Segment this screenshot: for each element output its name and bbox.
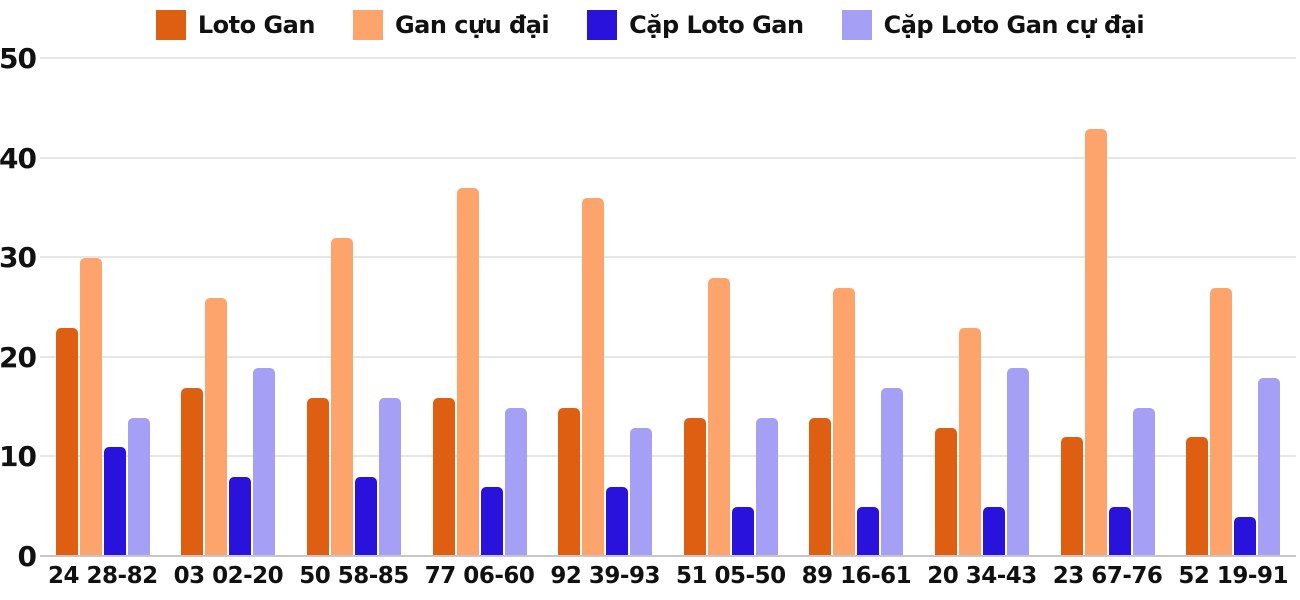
- bar-gan-cuu-dai-9[interactable]: [1210, 288, 1233, 557]
- y-tick-30: 30: [0, 241, 37, 275]
- bar-gan-cuu-dai-5[interactable]: [707, 278, 730, 557]
- gridline-30: [40, 256, 1296, 259]
- legend-label-gan-cuu-dai: Gan cựu đại: [394, 11, 550, 39]
- bar-gan-cuu-dai-0[interactable]: [79, 258, 102, 557]
- gridline-20: [40, 355, 1296, 358]
- bar-group-0: [40, 59, 166, 557]
- bar-loto-gan-2[interactable]: [306, 397, 329, 557]
- bar-gan-cuu-dai-2[interactable]: [330, 238, 353, 557]
- bar-cap-loto-gan-cu-dai-5[interactable]: [755, 417, 778, 557]
- legend-item-loto-gan: Loto Gan: [155, 10, 316, 40]
- bar-cap-loto-gan-cu-dai-7[interactable]: [1006, 367, 1029, 557]
- bar-gan-cuu-dai-6[interactable]: [833, 288, 856, 557]
- legend-item-gan-cuu-dai: Gan cựu đại: [352, 10, 550, 40]
- bar-group-6: [794, 59, 920, 557]
- bar-cap-loto-gan-cu-dai-4[interactable]: [630, 427, 653, 557]
- bar-cap-loto-gan-6[interactable]: [857, 507, 880, 557]
- y-tick-50: 50: [0, 42, 37, 75]
- bar-gan-cuu-dai-4[interactable]: [582, 198, 605, 557]
- bar-cap-loto-gan-cu-dai-1[interactable]: [253, 367, 276, 557]
- y-tick-20: 20: [0, 340, 37, 374]
- bar-cap-loto-gan-cu-dai-2[interactable]: [378, 397, 401, 557]
- bar-group-9: [1170, 59, 1296, 557]
- bar-gan-cuu-dai-8[interactable]: [1084, 128, 1107, 557]
- bar-loto-gan-1[interactable]: [181, 387, 204, 557]
- x-axis-labels: 24 28-82 03 02-20 50 58-85 77 06-60 92 39-93…: [40, 563, 1296, 595]
- x-tick-1: 03 02-20: [173, 563, 284, 589]
- bar-loto-gan-7[interactable]: [934, 427, 957, 557]
- bar-loto-gan-0[interactable]: [55, 327, 78, 557]
- legend-swatch-gan-cuu-dai: [352, 10, 383, 40]
- y-tick-0: 0: [17, 540, 38, 573]
- gridline-0: [40, 555, 1296, 557]
- bar-cap-loto-gan-cu-dai-0[interactable]: [127, 417, 150, 557]
- x-tick-3: 77 06-60: [424, 563, 535, 589]
- bar-group-3: [417, 59, 543, 557]
- legend-item-cap-loto-gan: Cặp Loto Gan: [587, 10, 804, 40]
- bar-loto-gan-3[interactable]: [432, 397, 455, 557]
- plot-area: [40, 57, 1296, 557]
- bar-group-1: [166, 59, 292, 557]
- bar-gan-cuu-dai-7[interactable]: [958, 327, 981, 557]
- y-axis-labels: 0 10 20 30 40 50: [0, 45, 37, 571]
- bar-group-7: [919, 59, 1045, 557]
- x-tick-8: 23 67-76: [1052, 563, 1163, 589]
- bar-cap-loto-gan-1[interactable]: [229, 477, 252, 557]
- x-tick-2: 50 58-85: [299, 563, 409, 589]
- bar-cap-loto-gan-cu-dai-8[interactable]: [1132, 407, 1155, 557]
- legend-swatch-cap-loto-gan-cu-dai: [841, 10, 872, 40]
- bar-cap-loto-gan-cu-dai-6[interactable]: [881, 387, 904, 557]
- bar-cap-loto-gan-4[interactable]: [606, 487, 629, 557]
- legend-item-cap-loto-gan-cu-dai: Cặp Loto Gan cự đại: [841, 10, 1145, 40]
- bar-cap-loto-gan-5[interactable]: [731, 507, 754, 557]
- gridline-40: [40, 156, 1296, 159]
- bar-cap-loto-gan-0[interactable]: [103, 447, 126, 557]
- legend-swatch-cap-loto-gan: [587, 10, 618, 40]
- y-tick-10: 10: [0, 440, 37, 474]
- bar-cap-loto-gan-3[interactable]: [480, 487, 503, 557]
- bar-loto-gan-8[interactable]: [1060, 437, 1083, 557]
- bar-group-2: [291, 59, 417, 557]
- bar-group-8: [1045, 59, 1171, 557]
- bar-loto-gan-4[interactable]: [558, 407, 581, 557]
- legend-label-cap-loto-gan-cu-dai: Cặp Loto Gan cự đại: [883, 11, 1145, 39]
- bar-group-5: [668, 59, 794, 557]
- x-tick-7: 20 34-43: [927, 563, 1037, 589]
- bar-cap-loto-gan-2[interactable]: [354, 477, 377, 557]
- bar-cap-loto-gan-9[interactable]: [1234, 517, 1257, 557]
- bar-loto-gan-6[interactable]: [809, 417, 832, 557]
- x-tick-6: 89 16-61: [801, 563, 912, 589]
- bar-group-4: [542, 59, 668, 557]
- legend-label-loto-gan: Loto Gan: [197, 11, 316, 39]
- x-tick-9: 52 19-91: [1178, 563, 1288, 589]
- x-tick-5: 51 05-50: [676, 563, 786, 589]
- bar-cap-loto-gan-7[interactable]: [982, 507, 1005, 557]
- bar-cap-loto-gan-cu-dai-9[interactable]: [1258, 377, 1281, 557]
- bar-loto-gan-9[interactable]: [1186, 437, 1209, 557]
- gridline-50: [40, 57, 1296, 59]
- x-tick-4: 92 39-93: [550, 563, 660, 589]
- legend-swatch-loto-gan: [155, 10, 186, 40]
- chart-legend: Loto Gan Gan cựu đại Cặp Loto Gan Cặp Loto …: [0, 6, 1300, 44]
- x-tick-0: 24 28-82: [48, 563, 158, 589]
- bar-cap-loto-gan-8[interactable]: [1108, 507, 1131, 557]
- bar-gan-cuu-dai-1[interactable]: [205, 298, 228, 557]
- bar-gan-cuu-dai-3[interactable]: [456, 188, 479, 557]
- bar-loto-gan-5[interactable]: [683, 417, 706, 557]
- y-tick-40: 40: [0, 141, 37, 175]
- legend-label-cap-loto-gan: Cặp Loto Gan: [629, 11, 804, 39]
- bar-cap-loto-gan-cu-dai-3[interactable]: [504, 407, 527, 557]
- gridline-10: [40, 455, 1296, 458]
